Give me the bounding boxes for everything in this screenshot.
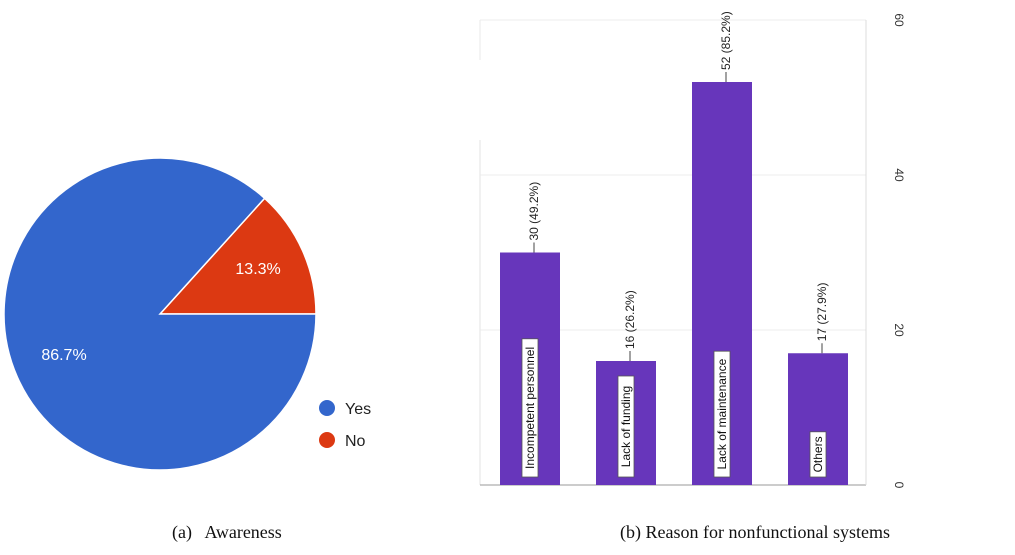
bar-data-label: 52 (85.2%) <box>719 11 733 70</box>
bar-category-label-box: Others <box>809 431 827 478</box>
legend-marker-no <box>319 432 335 448</box>
pie-label-no: 13.3% <box>235 261 280 278</box>
y-tick-label: 60 <box>892 13 906 27</box>
bar-category-label: Others <box>811 436 825 472</box>
caption-awareness: (a) Awareness <box>172 522 282 542</box>
y-tick-label: 0 <box>892 482 906 489</box>
legend-marker-yes <box>319 400 335 416</box>
bar-category-label: Lack of maintenance <box>715 358 729 469</box>
bar-category-label: Incompetent personnel <box>523 347 537 469</box>
bar-data-label: 30 (49.2%) <box>527 182 541 241</box>
legend-label-no: No <box>345 433 366 450</box>
pie-slice-no <box>158 197 317 315</box>
y-tick-label: 20 <box>892 323 906 337</box>
y-tick-label: 40 <box>892 168 906 182</box>
pie-slice-yes <box>3 157 317 471</box>
bar-data-label: 17 (27.9%) <box>815 283 829 342</box>
pie-label-yes: 86.7% <box>41 347 86 364</box>
bar-data-label: 16 (26.2%) <box>623 290 637 349</box>
bar-category-label-box: Lack of maintenance <box>713 350 731 478</box>
legend-label-yes: Yes <box>345 401 371 418</box>
bar-category-label-box: Incompetent personnel <box>521 338 539 478</box>
caption-reasons: (b) Reason for nonfunctional systems <box>620 522 890 542</box>
bar-category-label: Lack of funding <box>619 386 633 467</box>
bar-category-label-box: Lack of funding <box>617 375 635 478</box>
